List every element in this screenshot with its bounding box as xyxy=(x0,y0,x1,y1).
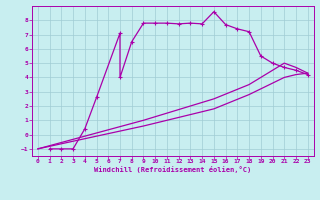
X-axis label: Windchill (Refroidissement éolien,°C): Windchill (Refroidissement éolien,°C) xyxy=(94,166,252,173)
